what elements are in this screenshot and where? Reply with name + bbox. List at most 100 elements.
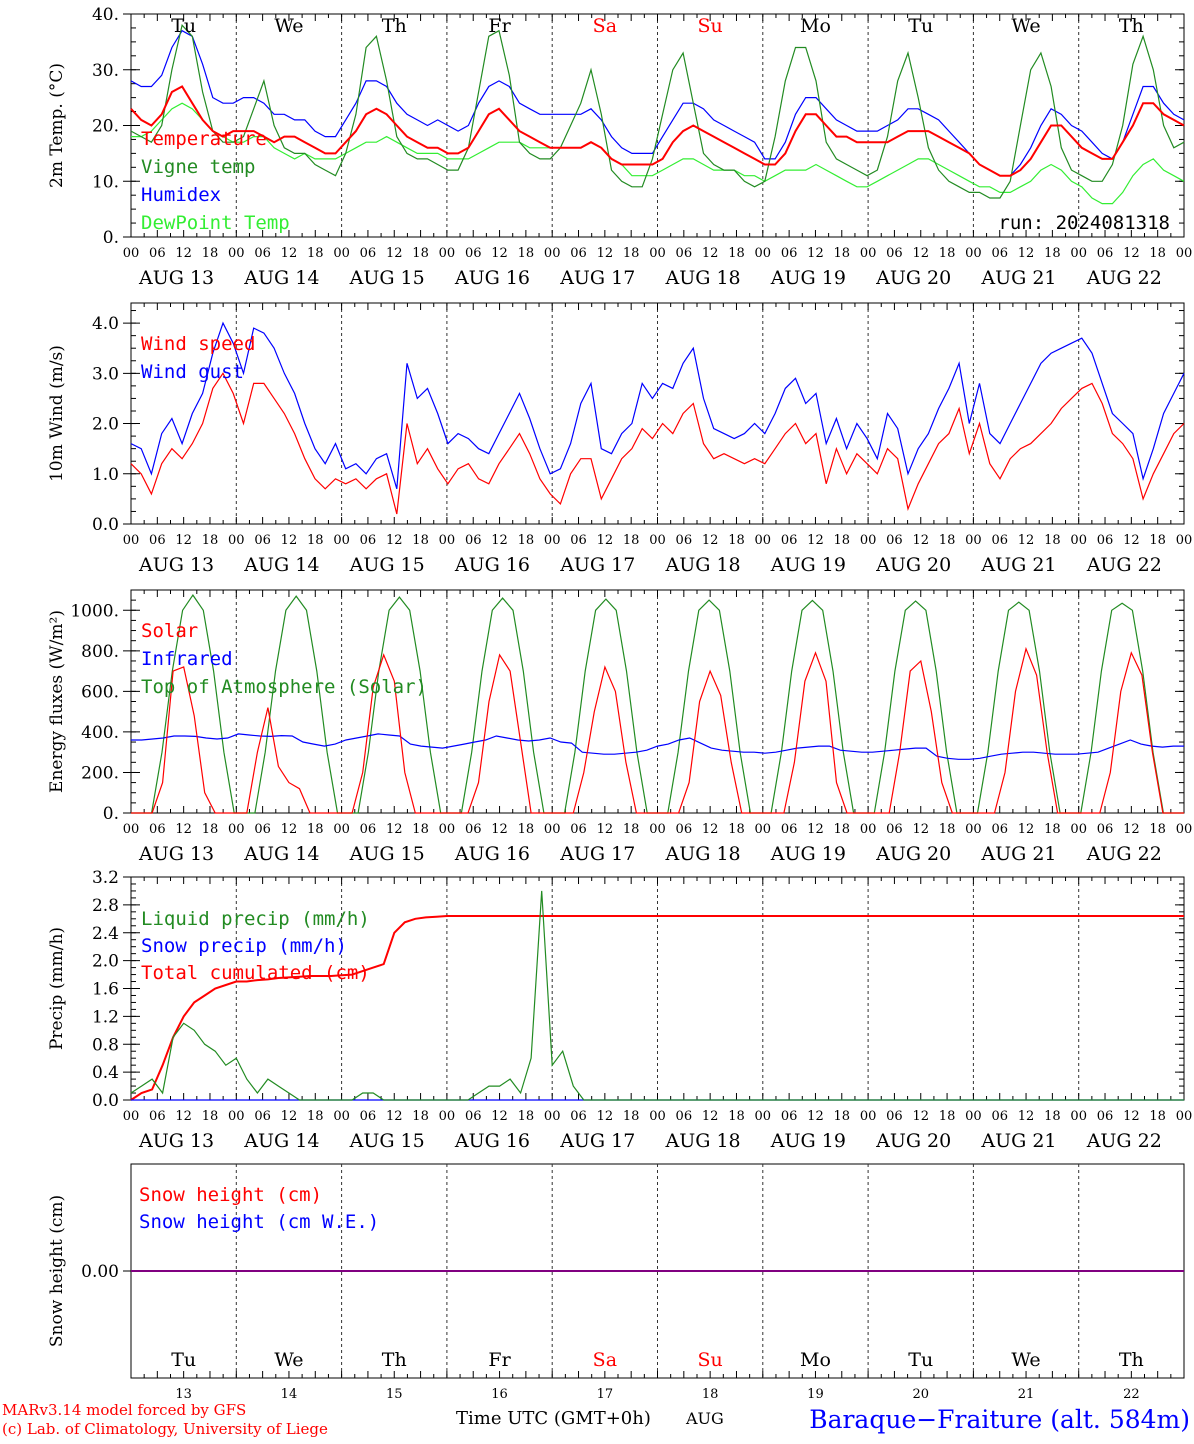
hour-label: 12 (281, 246, 298, 261)
hour-label: 06 (676, 1109, 693, 1124)
date-label: AUG 19 (770, 267, 846, 289)
day-number-label: 14 (281, 1387, 298, 1402)
hour-label: 18 (623, 533, 640, 548)
y-tick-label: 400. (81, 723, 119, 743)
date-label: AUG 14 (243, 1130, 319, 1152)
y-tick-label: 2.0 (92, 415, 119, 435)
hour-label: 18 (202, 246, 219, 261)
series-line-total-cumulated-cm- (130, 915, 1184, 1101)
hour-label: 12 (175, 1109, 192, 1124)
hour-label: 00 (1070, 822, 1087, 837)
y-tick-label: 1.0 (92, 465, 119, 485)
hour-label: 06 (465, 533, 482, 548)
hour-label: 18 (202, 533, 219, 548)
hour-label: 00 (649, 822, 666, 837)
hour-label: 12 (807, 1109, 824, 1124)
hour-label: 12 (386, 1109, 403, 1124)
hour-label: 06 (781, 533, 798, 548)
date-label: AUG 19 (770, 554, 846, 576)
hour-label: 12 (175, 533, 192, 548)
series-line-dewpoint-temp (131, 102, 1185, 205)
hour-label: 00 (123, 246, 140, 261)
day-number-label: 15 (386, 1387, 403, 1402)
date-label: AUG 18 (665, 554, 741, 576)
hour-label: 18 (623, 822, 640, 837)
hour-label: 18 (202, 1109, 219, 1124)
hour-label: 06 (886, 533, 903, 548)
hour-label: 00 (1176, 1109, 1193, 1124)
hour-label: 12 (912, 1109, 929, 1124)
hour-label: 00 (123, 822, 140, 837)
hour-label: 12 (807, 533, 824, 548)
hour-label: 00 (965, 1109, 982, 1124)
hour-label: 18 (412, 533, 429, 548)
hour-label: 18 (939, 1109, 956, 1124)
weekday-label-top: Fr (488, 15, 511, 37)
hour-label: 00 (860, 533, 877, 548)
weekday-label-bottom: Sa (593, 1349, 617, 1371)
hour-label: 18 (834, 1109, 851, 1124)
y-tick-label: 3.2 (92, 868, 119, 888)
hour-label: 18 (1044, 533, 1061, 548)
weekday-label-top: Tu (171, 15, 196, 37)
hour-label: 00 (755, 533, 772, 548)
y-axis-label: Energy fluxes (W/m²) (47, 610, 67, 793)
hour-label: 18 (728, 533, 745, 548)
date-label: AUG 16 (454, 267, 530, 289)
hour-label: 06 (781, 822, 798, 837)
legend-entry: Top of Atmosphere (Solar) (141, 676, 427, 698)
hour-label: 00 (649, 533, 666, 548)
hour-label: 18 (518, 246, 535, 261)
hour-label: 12 (491, 246, 508, 261)
hour-label: 06 (676, 533, 693, 548)
hour-label: 00 (1176, 822, 1193, 837)
day-number-label: 13 (175, 1387, 192, 1402)
series-line-vigne-temp (130, 23, 1185, 199)
hour-label: 12 (597, 533, 614, 548)
legend-entry: Temperature (141, 128, 267, 150)
y-tick-label: 2.0 (92, 952, 119, 972)
hour-label: 06 (781, 246, 798, 261)
hour-label: 18 (412, 822, 429, 837)
hour-label: 18 (307, 533, 324, 548)
hour-label: 00 (649, 1109, 666, 1124)
hour-label: 18 (834, 822, 851, 837)
hour-label: 12 (1123, 822, 1140, 837)
hour-label: 00 (544, 822, 561, 837)
y-axis-label: 10m Wind (m/s) (47, 345, 67, 482)
hour-label: 12 (1018, 822, 1035, 837)
hour-label: 12 (597, 246, 614, 261)
y-tick-label: 30. (92, 61, 119, 81)
date-label: AUG 20 (875, 267, 951, 289)
date-label: AUG 18 (665, 1130, 741, 1152)
hour-label: 18 (412, 1109, 429, 1124)
hour-label: 00 (1070, 1109, 1087, 1124)
weekday-label-bottom: We (274, 1349, 303, 1371)
date-label: AUG 17 (559, 1130, 635, 1152)
hour-label: 12 (912, 533, 929, 548)
hour-label: 00 (333, 1109, 350, 1124)
y-tick-label: 0.8 (92, 1035, 119, 1055)
legend-entry: Snow height (cm W.E.) (139, 1211, 379, 1233)
panel-snow: 0.00 Snow height (cm) Snow height (cm) Snow… (47, 1163, 1185, 1379)
weekday-label-top: Th (382, 15, 407, 37)
weekday-label-bottom: Mo (800, 1349, 831, 1371)
y-tick-label: 600. (81, 682, 119, 702)
date-label: AUG 21 (980, 554, 1056, 576)
date-label: AUG 15 (349, 843, 425, 865)
hour-label: 06 (991, 533, 1008, 548)
weekday-label-top: Su (698, 15, 723, 37)
hour-label: 12 (807, 822, 824, 837)
hour-label: 06 (781, 1109, 798, 1124)
date-label: AUG 13 (138, 554, 214, 576)
hour-label: 00 (333, 246, 350, 261)
date-label: AUG 20 (875, 1130, 951, 1152)
hour-label: 06 (1097, 246, 1114, 261)
hour-label: 06 (465, 1109, 482, 1124)
date-label: AUG 22 (1086, 1130, 1162, 1152)
hour-label: 06 (149, 246, 166, 261)
hour-label: 12 (1018, 533, 1035, 548)
hour-label: 06 (1097, 1109, 1114, 1124)
y-tick-label: 20. (92, 117, 119, 137)
hour-label: 06 (570, 533, 587, 548)
